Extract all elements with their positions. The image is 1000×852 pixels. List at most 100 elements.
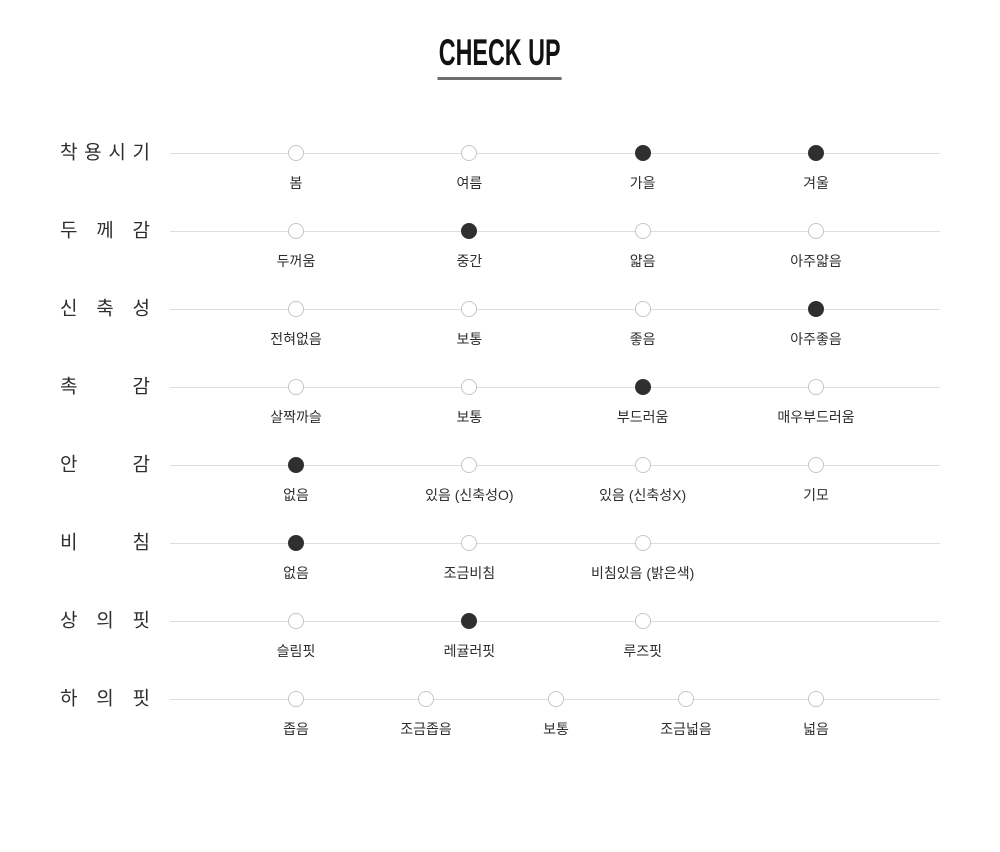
- unselected-dot-icon: [461, 301, 478, 317]
- row-category-char: 핏: [132, 610, 150, 632]
- unselected-dot-icon: [461, 145, 478, 161]
- option-label: 없음: [283, 565, 309, 581]
- row-category-char: 용: [84, 142, 102, 164]
- scale-line: [170, 231, 940, 232]
- unselected-dot-icon: [461, 535, 478, 551]
- unselected-dot-icon: [634, 535, 651, 551]
- unselected-dot-icon: [288, 379, 304, 395]
- row-category-char: 기: [132, 142, 150, 164]
- row-category-char: 의: [96, 610, 114, 632]
- selected-dot-icon: [461, 613, 478, 629]
- unselected-dot-icon: [634, 223, 651, 239]
- unselected-dot-icon: [288, 301, 304, 317]
- scale-line: [170, 309, 940, 310]
- unselected-dot-icon: [418, 691, 434, 707]
- option-label: 보통: [456, 331, 483, 347]
- option-label: 슬림핏: [276, 643, 316, 659]
- option-label: 중간: [456, 253, 483, 269]
- unselected-dot-icon: [461, 457, 478, 473]
- option-label: 여름: [456, 175, 483, 191]
- row-category-char: 성: [132, 298, 150, 320]
- row-category-char: 감: [132, 454, 150, 476]
- unselected-dot-icon: [288, 223, 304, 239]
- option-label: 겨울: [803, 175, 829, 191]
- unselected-dot-icon: [808, 379, 824, 395]
- option-label: 보통: [543, 721, 569, 737]
- spec-row: 비 침 없음 조금비침 비침있음 (밝은색): [0, 505, 1000, 583]
- unselected-dot-icon: [461, 379, 478, 395]
- row-category-char: 신: [60, 298, 78, 320]
- row-category-char: 촉: [60, 376, 78, 398]
- option-label: 조금비침: [443, 565, 496, 581]
- row-category-char: 감: [132, 376, 150, 398]
- unselected-dot-icon: [548, 691, 564, 707]
- selected-dot-icon: [634, 145, 651, 161]
- option-label: 넓음: [803, 721, 829, 737]
- unselected-dot-icon: [634, 457, 651, 473]
- option-label: 아주좋음: [790, 331, 842, 347]
- option-label: 조금좁음: [400, 721, 452, 737]
- selected-dot-icon: [461, 223, 478, 239]
- scale-line: [170, 387, 940, 388]
- option-label: 매우부드러움: [777, 409, 855, 425]
- option-label: 봄: [289, 175, 303, 191]
- row-category-char: 비: [60, 532, 78, 554]
- option-label: 전혀없음: [270, 331, 322, 347]
- option-label: 비침있음 (밝은색): [590, 565, 695, 581]
- option-label: 조금넓음: [660, 721, 712, 737]
- unselected-dot-icon: [288, 145, 304, 161]
- spec-row: 촉 감 살짝까슬 보통 부드러움 매우부드러움: [0, 349, 1000, 427]
- scale-line: [170, 153, 940, 154]
- option-label: 두꺼움: [276, 253, 316, 269]
- row-category-char: 상: [60, 610, 78, 632]
- page-title: CHECK UP: [437, 32, 563, 80]
- option-label: 레귤러핏: [443, 643, 496, 659]
- row-category-char: 축: [96, 298, 114, 320]
- unselected-dot-icon: [634, 613, 651, 629]
- option-label: 보통: [456, 409, 483, 425]
- option-label: 얇음: [629, 253, 656, 269]
- option-label: 루즈핏: [623, 643, 662, 659]
- checkup-rows: 착 용 시 기 봄 여름 가을 겨울 두 께 감 두꺼움 중간 얇음 아주얇음 신 축 성 전혀없음 보통 좋음 아주좋음…: [0, 115, 1000, 739]
- row-category-char: 핏: [132, 688, 150, 710]
- option-label: 좋음: [629, 331, 656, 347]
- option-label: 없음: [283, 487, 309, 503]
- row-category-char: 하: [60, 688, 78, 710]
- option-label: 있음 (신축성X): [599, 487, 687, 503]
- option-label: 기모: [803, 487, 829, 503]
- option-label: 가을: [629, 175, 656, 191]
- row-category-char: 두: [60, 220, 78, 242]
- option-label: 있음 (신축성O): [425, 487, 514, 503]
- unselected-dot-icon: [634, 301, 651, 317]
- row-category-char: 감: [132, 220, 150, 242]
- option-label: 좁음: [283, 721, 309, 737]
- selected-dot-icon: [634, 379, 651, 395]
- row-category-char: 침: [132, 532, 150, 554]
- selected-dot-icon: [808, 145, 824, 161]
- row-category-char: 께: [96, 220, 114, 242]
- selected-dot-icon: [288, 535, 304, 551]
- unselected-dot-icon: [678, 691, 694, 707]
- spec-row: 두 께 감 두꺼움 중간 얇음 아주얇음: [0, 193, 1000, 271]
- unselected-dot-icon: [288, 613, 304, 629]
- option-label: 부드러움: [616, 409, 669, 425]
- selected-dot-icon: [808, 301, 824, 317]
- option-label: 살짝까슬: [270, 409, 322, 425]
- unselected-dot-icon: [808, 691, 824, 707]
- scale-line: [170, 465, 940, 466]
- unselected-dot-icon: [808, 223, 824, 239]
- scale-line: [170, 621, 940, 622]
- scale-line: [170, 543, 940, 544]
- unselected-dot-icon: [288, 691, 304, 707]
